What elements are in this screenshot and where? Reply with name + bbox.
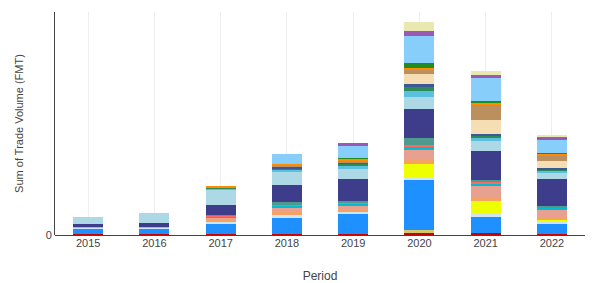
svg-text:Period: Period [303, 269, 338, 283]
svg-text:2022: 2022 [540, 237, 564, 249]
svg-text:2021: 2021 [473, 237, 497, 249]
svg-text:2018: 2018 [275, 237, 299, 249]
svg-text:2019: 2019 [341, 237, 365, 249]
svg-text:Sum of Trade Volume (FMT): Sum of Trade Volume (FMT) [13, 54, 25, 193]
svg-text:2015: 2015 [76, 237, 100, 249]
svg-text:2017: 2017 [208, 237, 232, 249]
svg-text:0: 0 [46, 229, 52, 241]
svg-text:2016: 2016 [142, 237, 166, 249]
svg-text:2020: 2020 [407, 237, 431, 249]
